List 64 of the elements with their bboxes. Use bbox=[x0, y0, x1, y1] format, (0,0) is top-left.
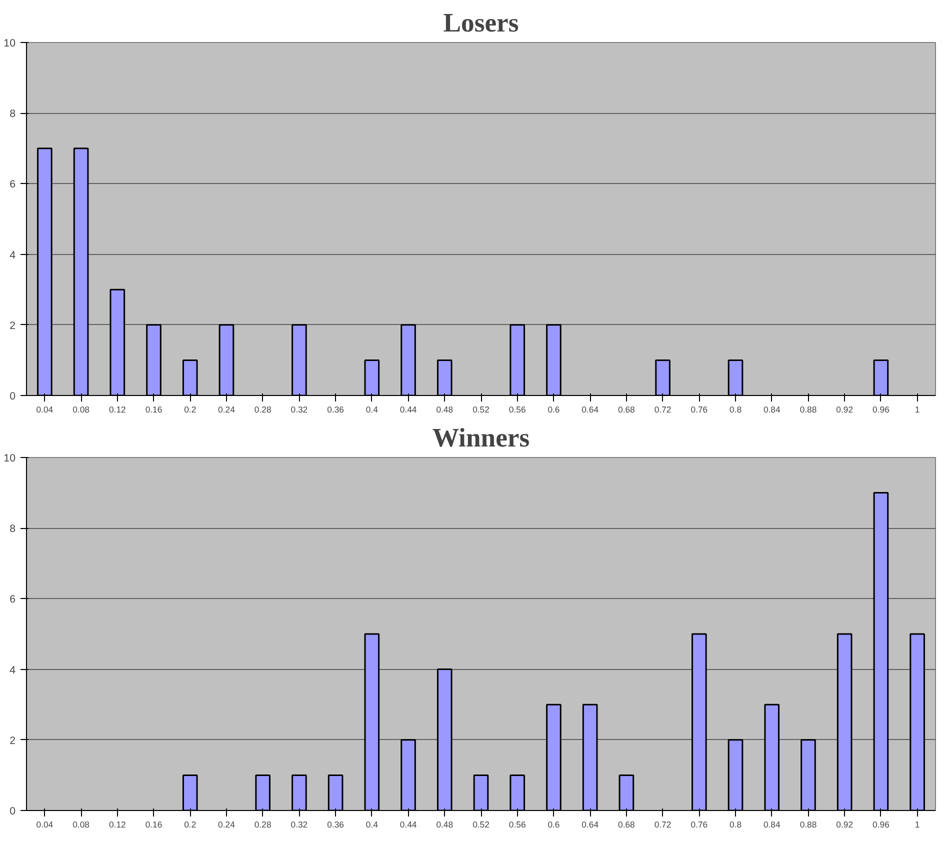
x-tick-label: 0.76 bbox=[690, 820, 708, 830]
x-tick-label: 0.08 bbox=[72, 820, 90, 830]
x-tick-label: 0.2 bbox=[184, 404, 196, 414]
chart-title: Winners bbox=[432, 422, 530, 452]
x-tick-label: 0.28 bbox=[254, 404, 272, 414]
x-tick-label: 0.88 bbox=[800, 820, 817, 830]
x-tick-label: 0.04 bbox=[36, 820, 54, 830]
x-tick-label: 0.12 bbox=[108, 404, 126, 414]
x-tick-label: 0.56 bbox=[508, 820, 526, 830]
y-tick-label: 4 bbox=[10, 249, 16, 262]
x-tick-label: 0.44 bbox=[400, 404, 417, 414]
y-tick-label: 10 bbox=[4, 452, 16, 464]
x-tick-label: 0.08 bbox=[72, 404, 90, 414]
x-tick-label: 0.92 bbox=[836, 404, 854, 414]
x-tick-label: 0.72 bbox=[654, 404, 672, 414]
x-tick-label: 0.76 bbox=[690, 404, 708, 414]
x-tick-label: 0.96 bbox=[872, 404, 890, 414]
x-tick-label: 0.72 bbox=[654, 820, 672, 830]
x-tick-label: 0.68 bbox=[618, 820, 636, 830]
y-tick-label: 8 bbox=[10, 108, 16, 120]
x-tick-label: 0.16 bbox=[145, 404, 162, 414]
x-tick-label: 0.48 bbox=[436, 404, 454, 414]
x-tick-label: 0.16 bbox=[145, 820, 162, 830]
y-tick-label: 4 bbox=[10, 664, 16, 676]
x-tick-label: 0.4 bbox=[366, 404, 378, 414]
x-tick-label: 0.6 bbox=[548, 404, 560, 414]
x-tick-label: 0.8 bbox=[730, 820, 742, 830]
x-tick-label: 0.64 bbox=[582, 820, 599, 830]
y-tick-label: 6 bbox=[10, 594, 16, 606]
x-tick-label: 0.32 bbox=[290, 820, 308, 830]
x-tick-label: 0.24 bbox=[218, 404, 236, 414]
y-tick-label: 0 bbox=[10, 806, 16, 818]
chart-title: Losers bbox=[443, 8, 519, 38]
x-tick-label: 0.36 bbox=[327, 404, 344, 414]
x-tick-label: 0.32 bbox=[290, 404, 308, 414]
y-tick-label: 2 bbox=[10, 320, 16, 332]
x-tick-label: 0.24 bbox=[218, 820, 236, 830]
x-tick-label: 0.52 bbox=[472, 820, 490, 830]
x-tick-label: 1 bbox=[914, 404, 920, 414]
y-tick-label: 10 bbox=[4, 38, 16, 50]
x-tick-label: 0.88 bbox=[800, 404, 817, 414]
y-tick-label: 2 bbox=[10, 734, 16, 747]
x-tick-label: 0.52 bbox=[472, 404, 490, 414]
y-tick-label: 0 bbox=[10, 390, 16, 402]
y-tick-label: 8 bbox=[10, 523, 16, 536]
x-tick-label: 0.48 bbox=[436, 820, 454, 830]
x-tick-label: 0.6 bbox=[548, 820, 560, 830]
x-tick-label: 0.68 bbox=[618, 404, 636, 414]
x-tick-label: 0.2 bbox=[184, 820, 196, 830]
x-tick-label: 0.92 bbox=[836, 820, 854, 830]
y-tick-label: 6 bbox=[10, 178, 16, 191]
x-tick-label: 0.4 bbox=[366, 820, 378, 830]
x-tick-label: 0.28 bbox=[254, 820, 272, 830]
x-tick-label: 0.64 bbox=[582, 404, 599, 414]
x-tick-label: 1 bbox=[914, 820, 920, 830]
x-tick-label: 0.84 bbox=[763, 404, 780, 414]
x-tick-label: 0.44 bbox=[400, 820, 417, 830]
x-tick-label: 0.56 bbox=[508, 404, 526, 414]
x-tick-label: 0.96 bbox=[872, 820, 890, 830]
x-tick-label: 0.36 bbox=[327, 820, 344, 830]
x-tick-label: 0.8 bbox=[730, 404, 742, 414]
x-tick-label: 0.12 bbox=[108, 820, 126, 830]
x-tick-label: 0.84 bbox=[763, 820, 780, 830]
x-tick-label: 0.04 bbox=[36, 404, 54, 414]
